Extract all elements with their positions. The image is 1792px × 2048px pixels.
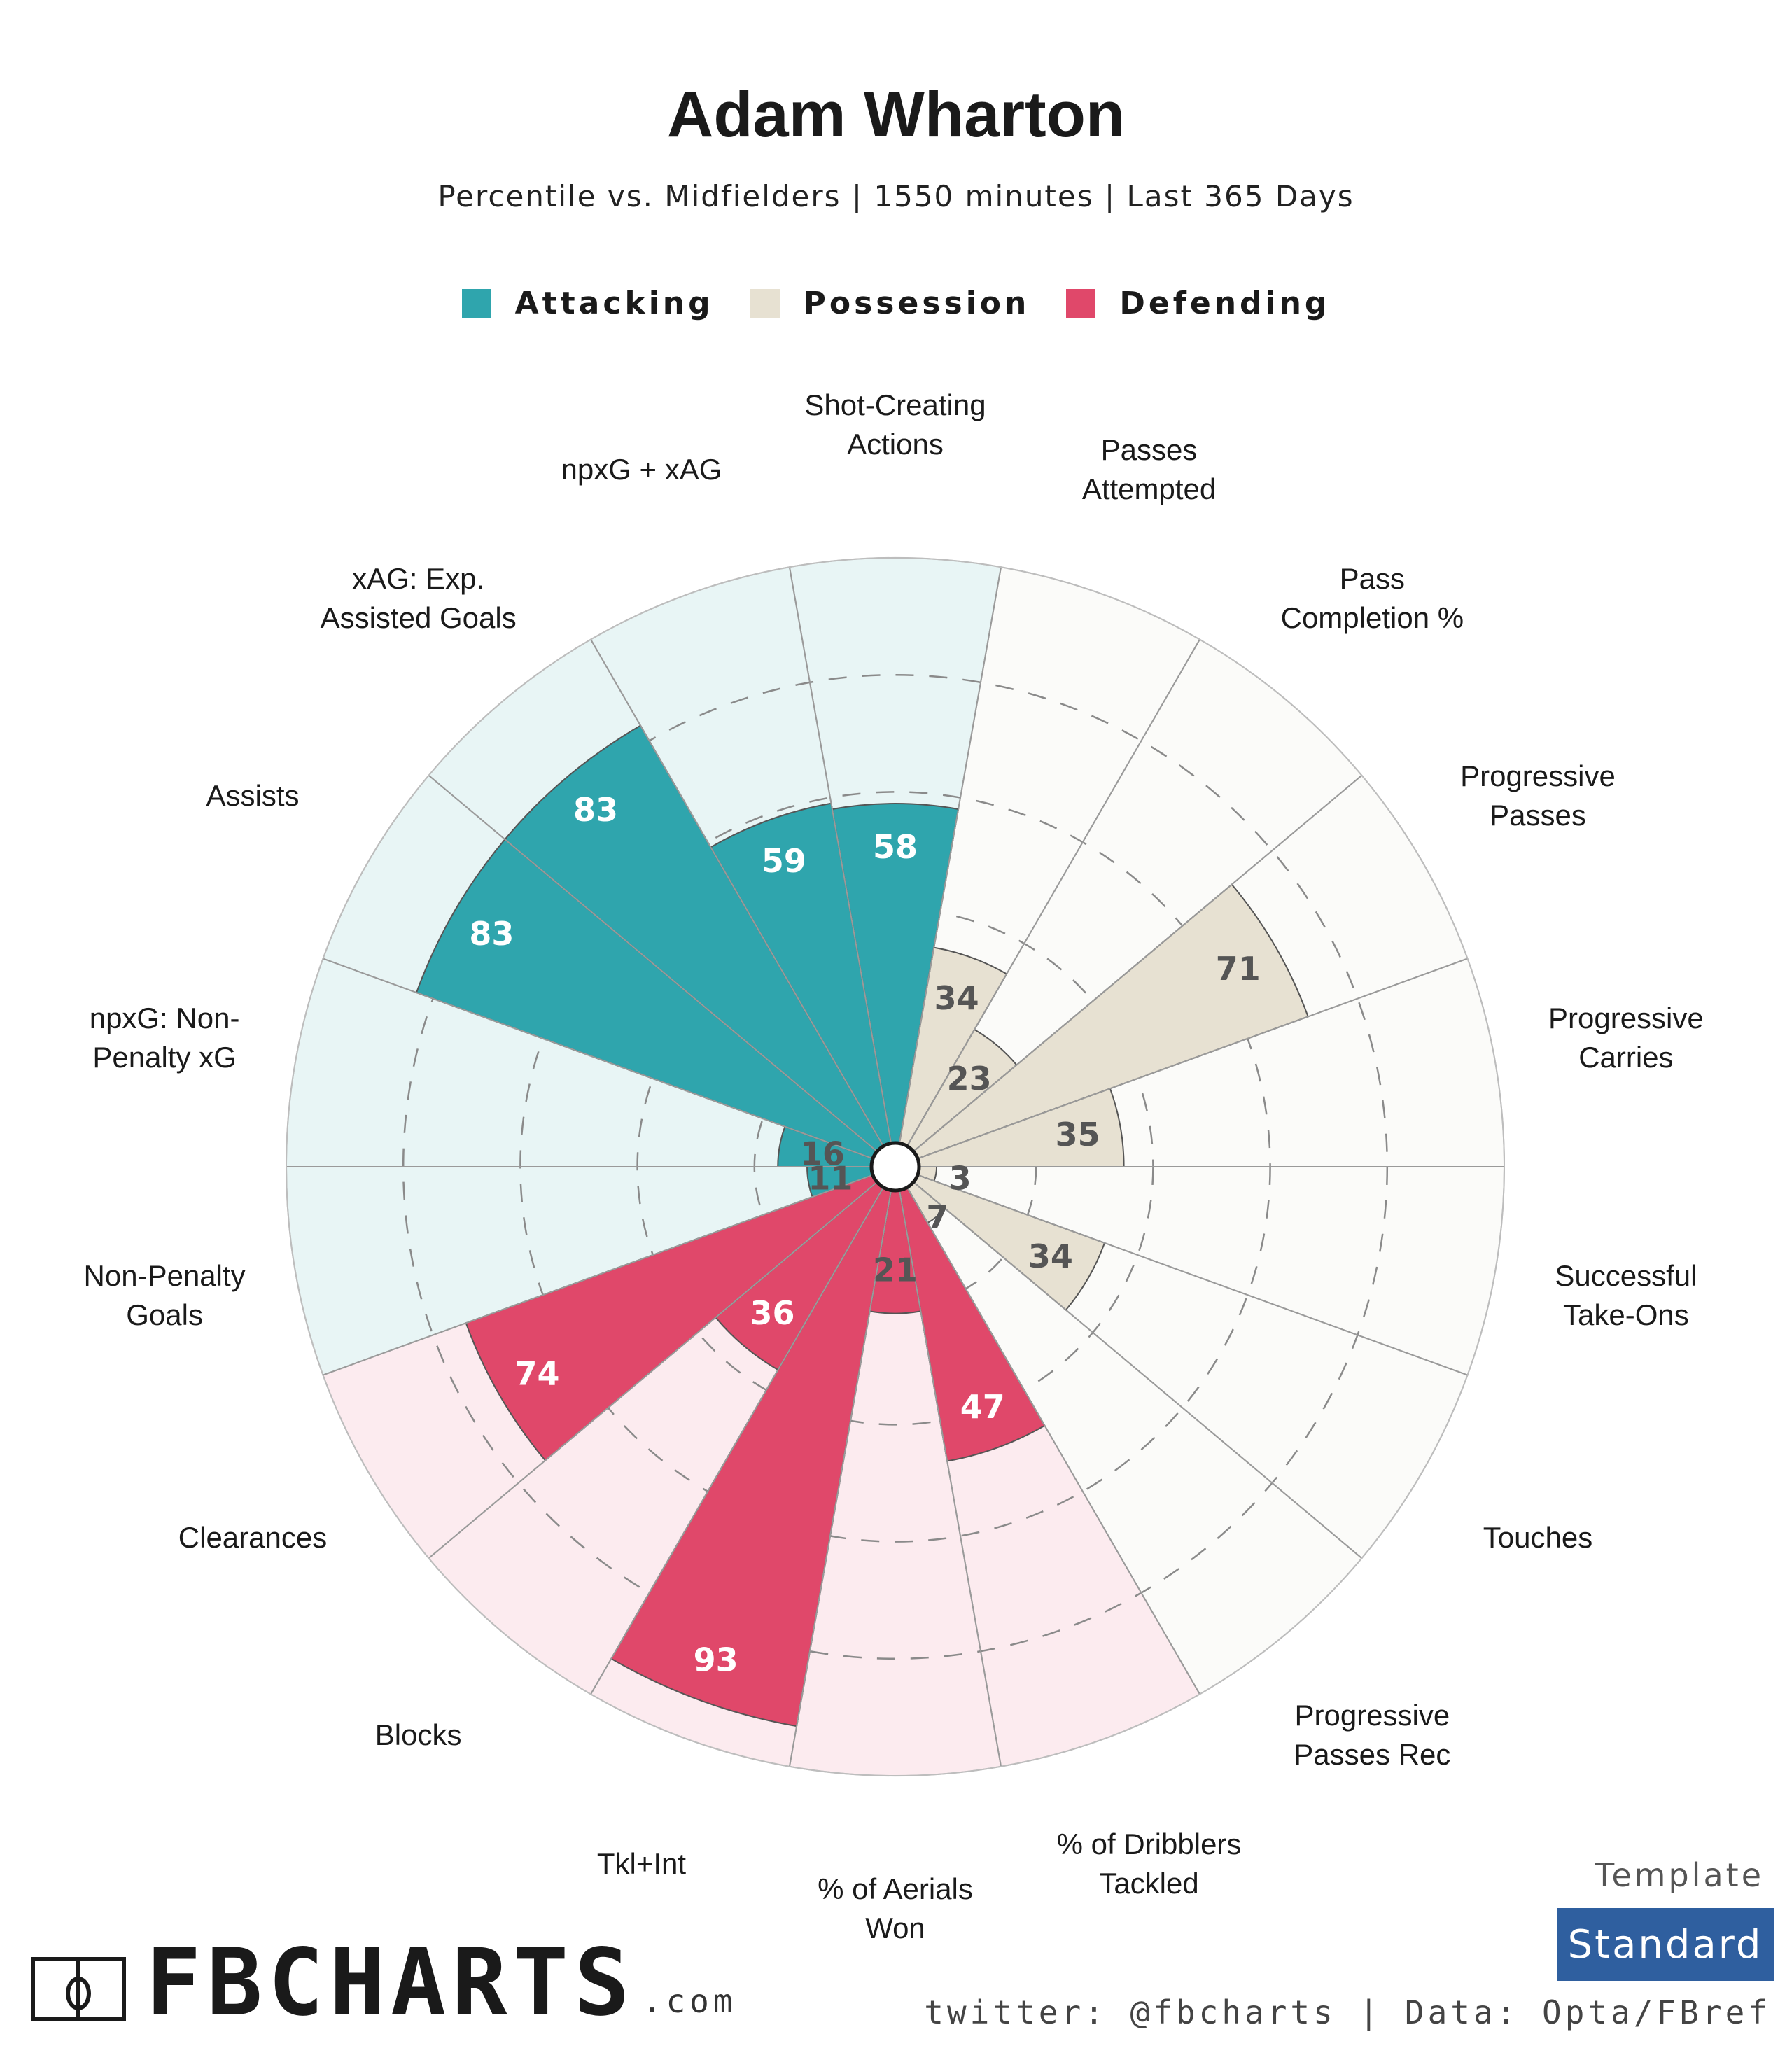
value-label: 11 <box>808 1159 853 1197</box>
legend: Attacking Possession Defending <box>0 286 1792 321</box>
value-label: 36 <box>750 1294 795 1332</box>
brand-logo: FBCHARTS .com <box>31 1929 737 2037</box>
separator-line <box>917 958 1468 1160</box>
category-label: Progressive Passes Rec <box>1294 1699 1450 1771</box>
separator-line <box>323 958 874 1160</box>
value-label: 58 <box>873 828 918 866</box>
separator-line <box>323 1174 874 1376</box>
category-label: % of Aerials Won <box>818 1872 973 1944</box>
category-label: Non-Penalty Goals <box>84 1259 246 1331</box>
separator-line <box>428 775 878 1152</box>
brand-name: FBCHARTS <box>146 1929 636 2037</box>
category-label: Successful Take-Ons <box>1555 1259 1697 1331</box>
separator-line <box>428 1181 878 1559</box>
legend-swatch-defending <box>1066 288 1096 318</box>
chart-title: Adam Wharton <box>666 79 1126 150</box>
category-label: Assists <box>206 779 300 812</box>
separator-line <box>906 1186 1200 1695</box>
separator-line <box>898 1190 1002 1767</box>
template-standard-badge: Standard <box>1557 1908 1774 1981</box>
legend-swatch-attacking <box>461 288 491 318</box>
value-label: 93 <box>694 1641 738 1678</box>
category-labels: Shot-Creating Actions Passes Attempted Pass C… <box>84 388 1704 1944</box>
legend-label-possession: Possession <box>803 286 1030 321</box>
value-label: 34 <box>934 979 979 1017</box>
value-label: 47 <box>960 1388 1005 1426</box>
category-label: npxG: Non-Penalty xG <box>90 1002 240 1074</box>
category-label: Progressive Carries <box>1548 1002 1704 1074</box>
value-label: 21 <box>873 1251 918 1289</box>
category-label: Pass Completion % <box>1281 562 1464 634</box>
category-label: xAG: Exp. Assisted Goals <box>321 562 517 634</box>
value-label: 83 <box>573 791 618 829</box>
legend-swatch-possession <box>750 288 780 318</box>
legend-label-defending: Defending <box>1119 286 1331 321</box>
legend-item-possession: Possession <box>750 286 1030 321</box>
value-label: 7 <box>926 1198 948 1236</box>
separators <box>286 557 1505 1776</box>
separator-line <box>913 775 1363 1152</box>
category-label: Progressive Passes <box>1460 759 1616 832</box>
value-label: 23 <box>947 1060 992 1097</box>
value-label: 16 <box>800 1135 845 1173</box>
separator-line <box>906 639 1200 1147</box>
category-label: Shot-Creating Actions <box>804 388 986 461</box>
separator-line <box>590 1186 884 1695</box>
value-label: 35 <box>1056 1116 1100 1153</box>
value-label: 3 <box>949 1159 972 1197</box>
value-label: 83 <box>469 915 514 953</box>
brand-tld: .com <box>642 1982 737 2020</box>
separator-line <box>913 1181 1363 1559</box>
category-label: Touches <box>1483 1521 1592 1554</box>
chart-subtitle: Percentile vs. Midfielders | 1550 minute… <box>438 179 1354 213</box>
category-label: Blocks <box>375 1718 462 1751</box>
separator-line <box>788 567 892 1144</box>
pitch-icon <box>31 1957 126 2021</box>
category-label: npxG + xAG <box>561 453 722 486</box>
category-label: % of Dribblers Tackled <box>1057 1828 1242 1900</box>
category-label: Passes Attempted <box>1082 433 1216 505</box>
separator-line <box>788 1190 892 1767</box>
value-wedges <box>415 724 1309 1727</box>
center-hub <box>869 1141 921 1193</box>
category-label: Clearances <box>178 1521 327 1554</box>
outer-ring <box>286 557 1505 1776</box>
legend-item-attacking: Attacking <box>461 286 714 321</box>
separator-line <box>590 639 884 1147</box>
value-label: 34 <box>1028 1237 1073 1275</box>
separator-line <box>917 1174 1468 1376</box>
legend-label-attacking: Attacking <box>514 286 714 321</box>
value-label: 59 <box>762 842 806 880</box>
category-label: Tkl+Int <box>597 1847 687 1880</box>
legend-item-defending: Defending <box>1066 286 1330 321</box>
value-label: 74 <box>514 1354 559 1392</box>
value-label: 71 <box>1216 950 1261 988</box>
data-credit: twitter: @fbcharts | Data: Opta/FBref <box>924 1993 1771 2031</box>
template-label: Template <box>1595 1856 1764 1894</box>
separator-line <box>898 567 1002 1144</box>
